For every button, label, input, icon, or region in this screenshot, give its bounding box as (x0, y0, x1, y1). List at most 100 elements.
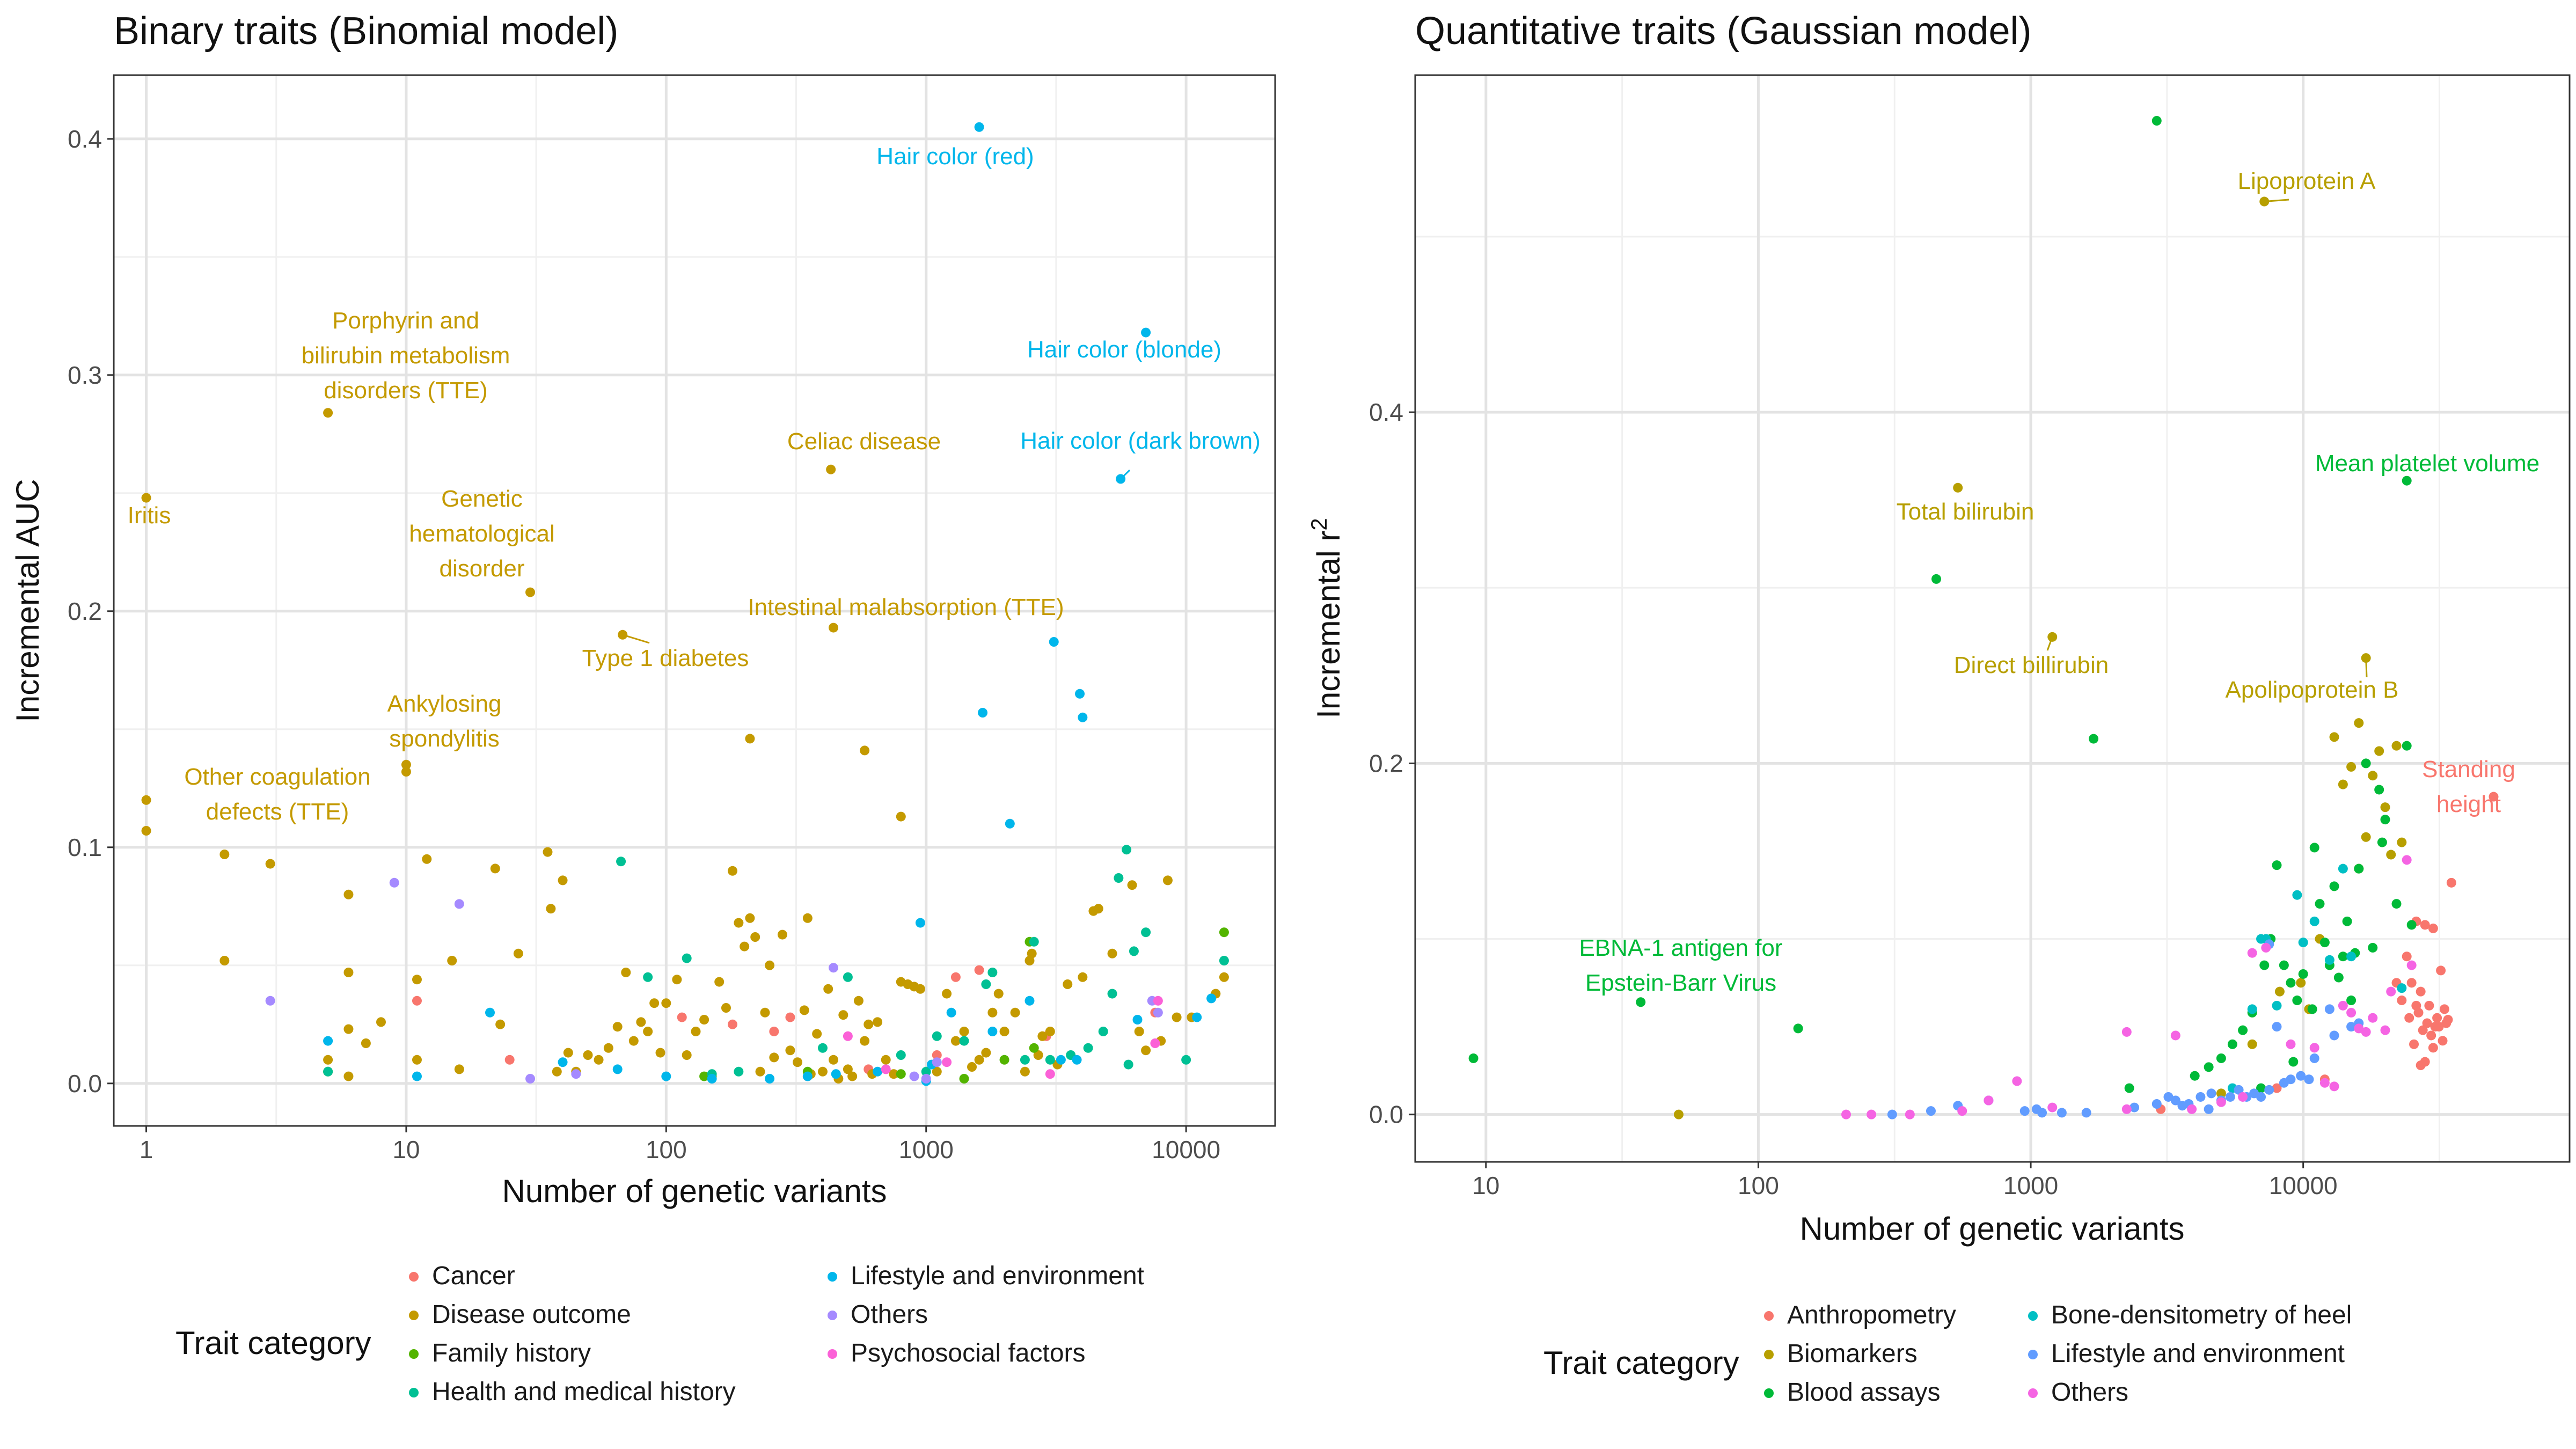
data-point (1219, 927, 1229, 938)
data-point (1905, 1109, 1915, 1119)
data-point (2374, 785, 2384, 795)
data-point (2272, 1022, 2282, 1032)
y-axis-label-text: Incremental r (1311, 531, 1346, 719)
data-point (2416, 1060, 2426, 1071)
annotation-label: Ankylosing (387, 691, 502, 717)
data-point (829, 1055, 839, 1065)
data-point (1029, 936, 1039, 947)
data-point (987, 1027, 998, 1036)
x-tick-label: 10000 (2269, 1172, 2338, 1199)
data-point (2441, 1018, 2451, 1028)
data-point (959, 1036, 969, 1046)
annotation-leader (978, 123, 983, 128)
data-point (2247, 1039, 2257, 1049)
data-point (2170, 1030, 2180, 1041)
data-point (1123, 1059, 1133, 1070)
legend-item: Blood assays (1764, 1378, 1941, 1407)
data-point (1049, 637, 1059, 647)
data-point (2329, 881, 2339, 891)
annotation-label: disorder (440, 555, 525, 582)
data-point (636, 1017, 646, 1027)
data-point (1192, 1012, 1202, 1022)
annotation-label: Celiac disease (787, 428, 941, 455)
x-tick-label: 1 (140, 1136, 153, 1163)
data-point (2338, 952, 2348, 962)
data-point (323, 1055, 333, 1065)
data-point (2292, 996, 2302, 1006)
plot-area (114, 75, 1275, 1126)
data-point (2329, 1030, 2339, 1041)
data-point (2057, 1108, 2067, 1118)
legend-swatch (828, 1349, 837, 1359)
series-bone-densitometry-of-heel (2227, 863, 2407, 1093)
legend-item: Bone-densitometry of heel (2028, 1301, 2352, 1329)
y-axis-label: Incremental AUC (10, 479, 46, 722)
data-point (2411, 1000, 2421, 1011)
data-point (2037, 1108, 2047, 1118)
data-point (802, 1071, 813, 1081)
data-point (2428, 1043, 2438, 1053)
data-point (1219, 972, 1229, 982)
data-point (504, 1055, 515, 1065)
legend-swatch (1764, 1311, 1774, 1321)
annotation-label: Type 1 diabetes (582, 645, 749, 671)
data-point (1984, 1095, 1994, 1106)
data-point (1141, 927, 1151, 938)
legend-item: Disease outcome (409, 1300, 631, 1329)
data-point (2354, 863, 2364, 874)
data-point (932, 1031, 942, 1041)
data-point (873, 1066, 883, 1077)
data-point (2438, 1036, 2448, 1046)
data-point (323, 1066, 333, 1077)
data-point (343, 889, 354, 899)
legend-swatch (828, 1311, 837, 1320)
data-point (942, 1057, 952, 1067)
data-point (1206, 993, 1217, 1004)
annotation-leader (1145, 332, 1150, 336)
chart-title: Quantitative traits (Gaussian model) (1415, 10, 2031, 53)
data-point (141, 795, 151, 805)
data-point (1172, 1012, 1182, 1022)
data-point (714, 977, 724, 987)
data-point (2361, 758, 2371, 769)
data-point (847, 1071, 858, 1081)
legend-swatch (409, 1272, 419, 1282)
data-point (1150, 1038, 1160, 1048)
data-point (543, 847, 553, 857)
x-tick-label: 10 (392, 1136, 420, 1163)
data-point (932, 1057, 942, 1067)
data-point (1029, 1043, 1039, 1053)
data-point (361, 1038, 371, 1048)
data-point (2272, 1083, 2282, 1093)
data-point (2368, 942, 2378, 953)
data-point (546, 904, 556, 914)
y-tick-label: 0.0 (68, 1070, 102, 1097)
data-point (2216, 1097, 2226, 1107)
annotation-label: Direct billirubin (1954, 652, 2109, 678)
legend-swatch (409, 1349, 419, 1359)
data-point (812, 1029, 822, 1039)
data-point (2264, 1085, 2274, 1095)
data-point (2428, 923, 2438, 933)
y-tick-label: 0.4 (68, 125, 102, 153)
data-point (2409, 1039, 2419, 1049)
data-point (873, 1017, 883, 1027)
annotation-label: Lipoprotein A (2238, 168, 2376, 194)
data-point (2225, 1092, 2235, 1102)
data-point (2418, 1025, 2428, 1035)
data-point (1075, 689, 1085, 699)
data-point (2377, 837, 2387, 847)
data-point (2333, 972, 2344, 983)
data-point (401, 759, 411, 770)
annotation-label: height (2436, 791, 2501, 817)
data-point (2309, 1043, 2319, 1053)
legend-label: Others (2051, 1378, 2128, 1407)
annotation-label: Genetic (441, 486, 523, 512)
data-point (323, 408, 333, 418)
annotation-leader (2046, 636, 2053, 651)
annotation-label: Standing (2422, 756, 2515, 782)
data-point (2121, 1104, 2132, 1114)
data-point (2234, 1085, 2244, 1095)
data-point (1020, 1055, 1030, 1065)
data-point (1093, 904, 1103, 914)
